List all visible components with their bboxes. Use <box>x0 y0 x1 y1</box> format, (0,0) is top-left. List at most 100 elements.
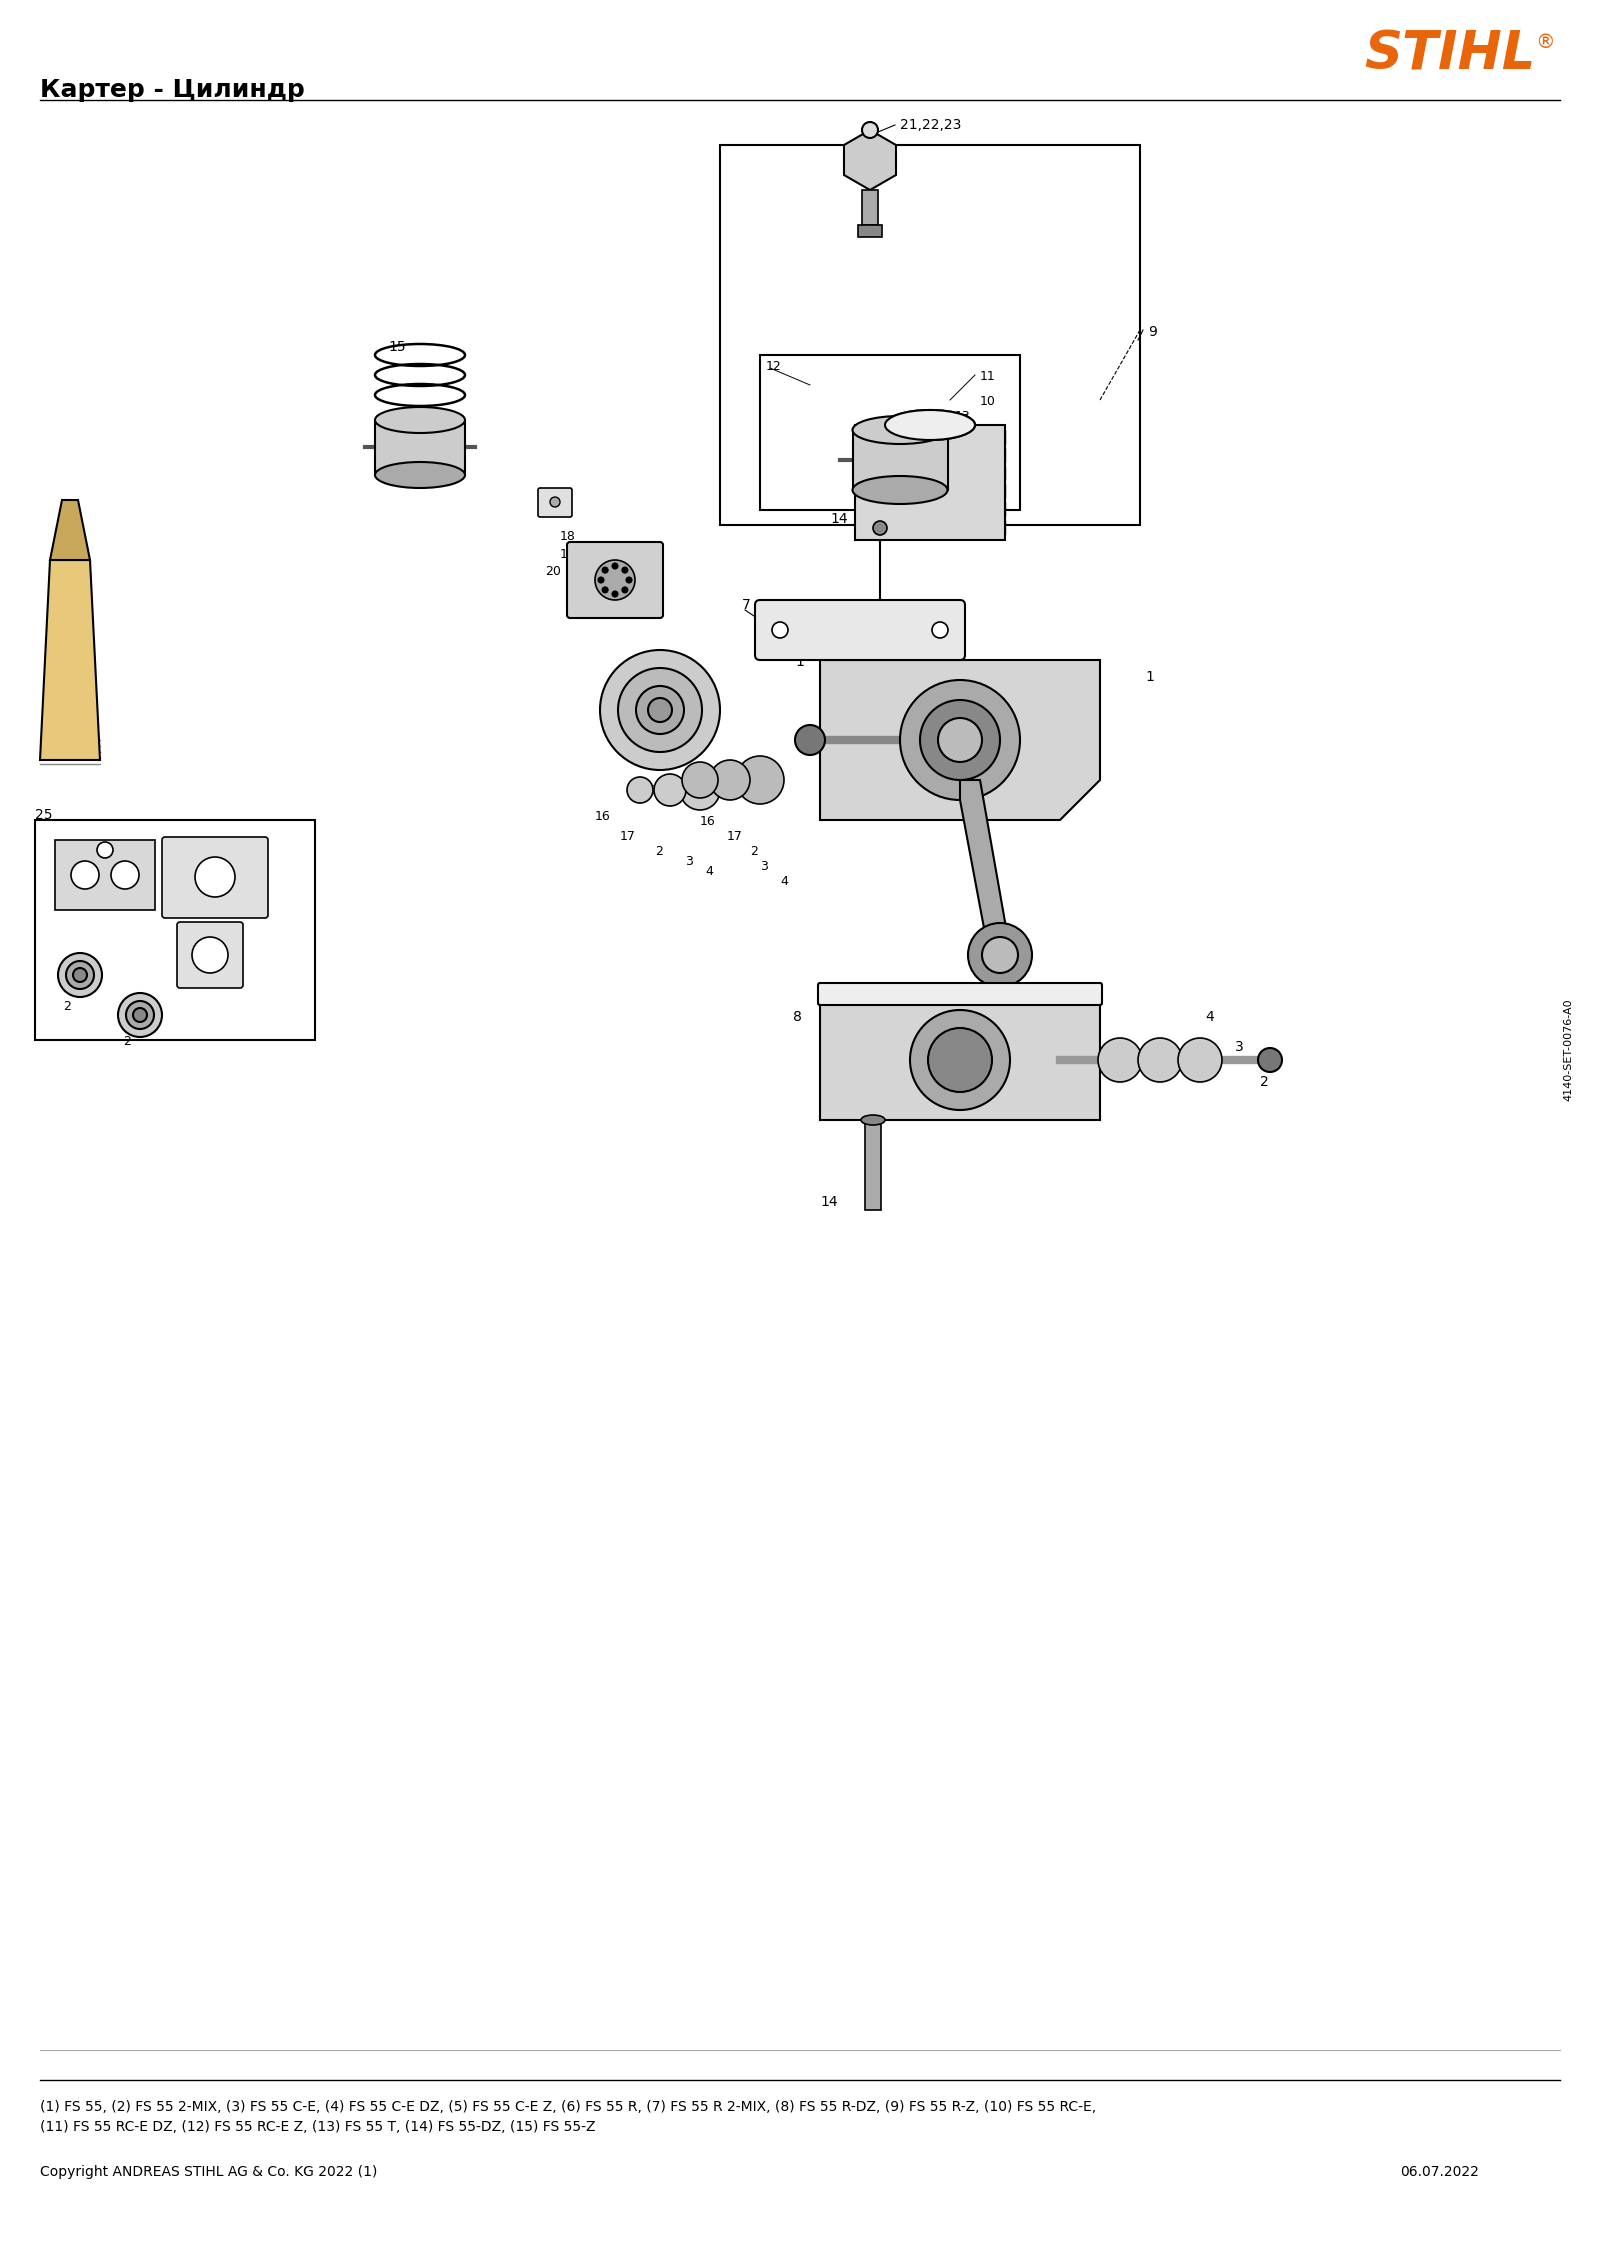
Polygon shape <box>819 661 1101 819</box>
Text: 3: 3 <box>760 860 768 874</box>
Text: 2: 2 <box>1261 1075 1269 1089</box>
Circle shape <box>611 591 618 597</box>
Text: 25: 25 <box>35 808 53 821</box>
Text: 12: 12 <box>955 425 971 439</box>
Polygon shape <box>54 840 155 910</box>
Circle shape <box>626 577 632 584</box>
Bar <box>866 1120 882 1211</box>
Bar <box>760 355 1021 509</box>
Text: 12: 12 <box>766 360 782 373</box>
Circle shape <box>771 622 787 638</box>
Text: 4140-SET-0076-A0: 4140-SET-0076-A0 <box>1563 998 1573 1102</box>
Text: 9: 9 <box>1149 326 1157 339</box>
Text: 2: 2 <box>62 1000 70 1014</box>
Circle shape <box>602 586 608 593</box>
Polygon shape <box>819 1000 1101 1120</box>
Text: 7: 7 <box>742 597 750 611</box>
Text: 20: 20 <box>546 566 562 577</box>
Ellipse shape <box>885 410 974 439</box>
Circle shape <box>195 858 235 896</box>
Text: 8: 8 <box>794 1009 802 1023</box>
FancyBboxPatch shape <box>818 982 1102 1005</box>
Circle shape <box>899 679 1021 801</box>
Circle shape <box>602 568 608 573</box>
Polygon shape <box>845 129 896 190</box>
FancyBboxPatch shape <box>178 921 243 989</box>
Circle shape <box>627 776 653 803</box>
Text: 14: 14 <box>819 1195 838 1208</box>
Bar <box>854 502 1005 516</box>
Text: 4: 4 <box>706 864 714 878</box>
Circle shape <box>931 622 947 638</box>
Ellipse shape <box>885 410 974 439</box>
Bar <box>862 190 878 224</box>
Text: (1) FS 55, (2) FS 55 2-MIX, (3) FS 55 C-E, (4) FS 55 C-E DZ, (5) FS 55 C-E Z, (6: (1) FS 55, (2) FS 55 2-MIX, (3) FS 55 C-… <box>40 2100 1096 2114</box>
Polygon shape <box>960 781 1010 960</box>
Ellipse shape <box>874 520 886 534</box>
Circle shape <box>938 717 982 763</box>
Circle shape <box>710 760 750 801</box>
Text: 16: 16 <box>642 783 658 797</box>
Text: 2: 2 <box>123 1034 131 1048</box>
Circle shape <box>598 577 605 584</box>
Text: 1: 1 <box>1146 670 1154 683</box>
Bar <box>854 466 1005 480</box>
Bar <box>854 448 1005 462</box>
Text: 17: 17 <box>726 831 742 844</box>
Text: 5,6: 5,6 <box>986 980 1006 993</box>
Text: ®: ® <box>1534 32 1555 52</box>
Bar <box>854 484 1005 498</box>
Circle shape <box>928 1027 992 1093</box>
FancyBboxPatch shape <box>538 489 573 516</box>
Circle shape <box>70 860 99 889</box>
Circle shape <box>110 860 139 889</box>
Text: 3: 3 <box>1235 1041 1243 1055</box>
Circle shape <box>910 1009 1010 1109</box>
Circle shape <box>622 586 627 593</box>
Circle shape <box>648 697 672 722</box>
Text: 13: 13 <box>955 410 971 423</box>
Circle shape <box>862 122 878 138</box>
Text: 16: 16 <box>595 810 611 824</box>
Ellipse shape <box>374 407 466 432</box>
Circle shape <box>1138 1039 1182 1082</box>
Text: 10: 10 <box>979 396 995 407</box>
Bar <box>854 425 1005 541</box>
Text: 24: 24 <box>50 740 67 754</box>
Text: 19: 19 <box>560 548 576 561</box>
Circle shape <box>968 923 1032 987</box>
Bar <box>858 224 882 238</box>
Circle shape <box>736 756 784 803</box>
Text: Картер - Цилиндр: Картер - Цилиндр <box>40 77 304 102</box>
Circle shape <box>133 1007 147 1023</box>
Text: 2: 2 <box>750 844 758 858</box>
Circle shape <box>1098 1039 1142 1082</box>
Text: 2: 2 <box>654 844 662 858</box>
Circle shape <box>98 842 114 858</box>
Circle shape <box>682 763 718 799</box>
Text: 21,22,23: 21,22,23 <box>899 118 962 131</box>
Text: 3: 3 <box>685 855 693 869</box>
Text: 15: 15 <box>387 339 406 353</box>
Circle shape <box>595 559 635 600</box>
Text: STIHL: STIHL <box>1365 29 1536 81</box>
Ellipse shape <box>861 1116 885 1125</box>
Circle shape <box>600 649 720 769</box>
Text: 4: 4 <box>1205 1009 1214 1023</box>
Circle shape <box>126 1000 154 1030</box>
Circle shape <box>66 962 94 989</box>
Circle shape <box>192 937 229 973</box>
Text: Copyright ANDREAS STIHL AG & Co. KG 2022 (1): Copyright ANDREAS STIHL AG & Co. KG 2022… <box>40 2166 378 2179</box>
Circle shape <box>637 686 685 733</box>
Polygon shape <box>50 500 90 559</box>
Bar <box>854 520 1005 534</box>
Text: 11: 11 <box>979 369 995 382</box>
Circle shape <box>1258 1048 1282 1073</box>
Circle shape <box>795 724 826 756</box>
Circle shape <box>550 498 560 507</box>
Circle shape <box>58 953 102 998</box>
Bar <box>853 430 947 491</box>
Polygon shape <box>40 559 99 760</box>
FancyBboxPatch shape <box>566 543 662 618</box>
Ellipse shape <box>374 462 466 489</box>
